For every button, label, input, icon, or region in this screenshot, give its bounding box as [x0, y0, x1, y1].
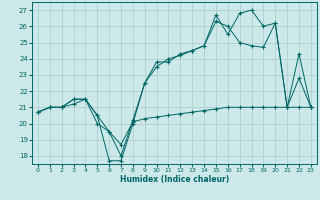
X-axis label: Humidex (Indice chaleur): Humidex (Indice chaleur)	[120, 175, 229, 184]
